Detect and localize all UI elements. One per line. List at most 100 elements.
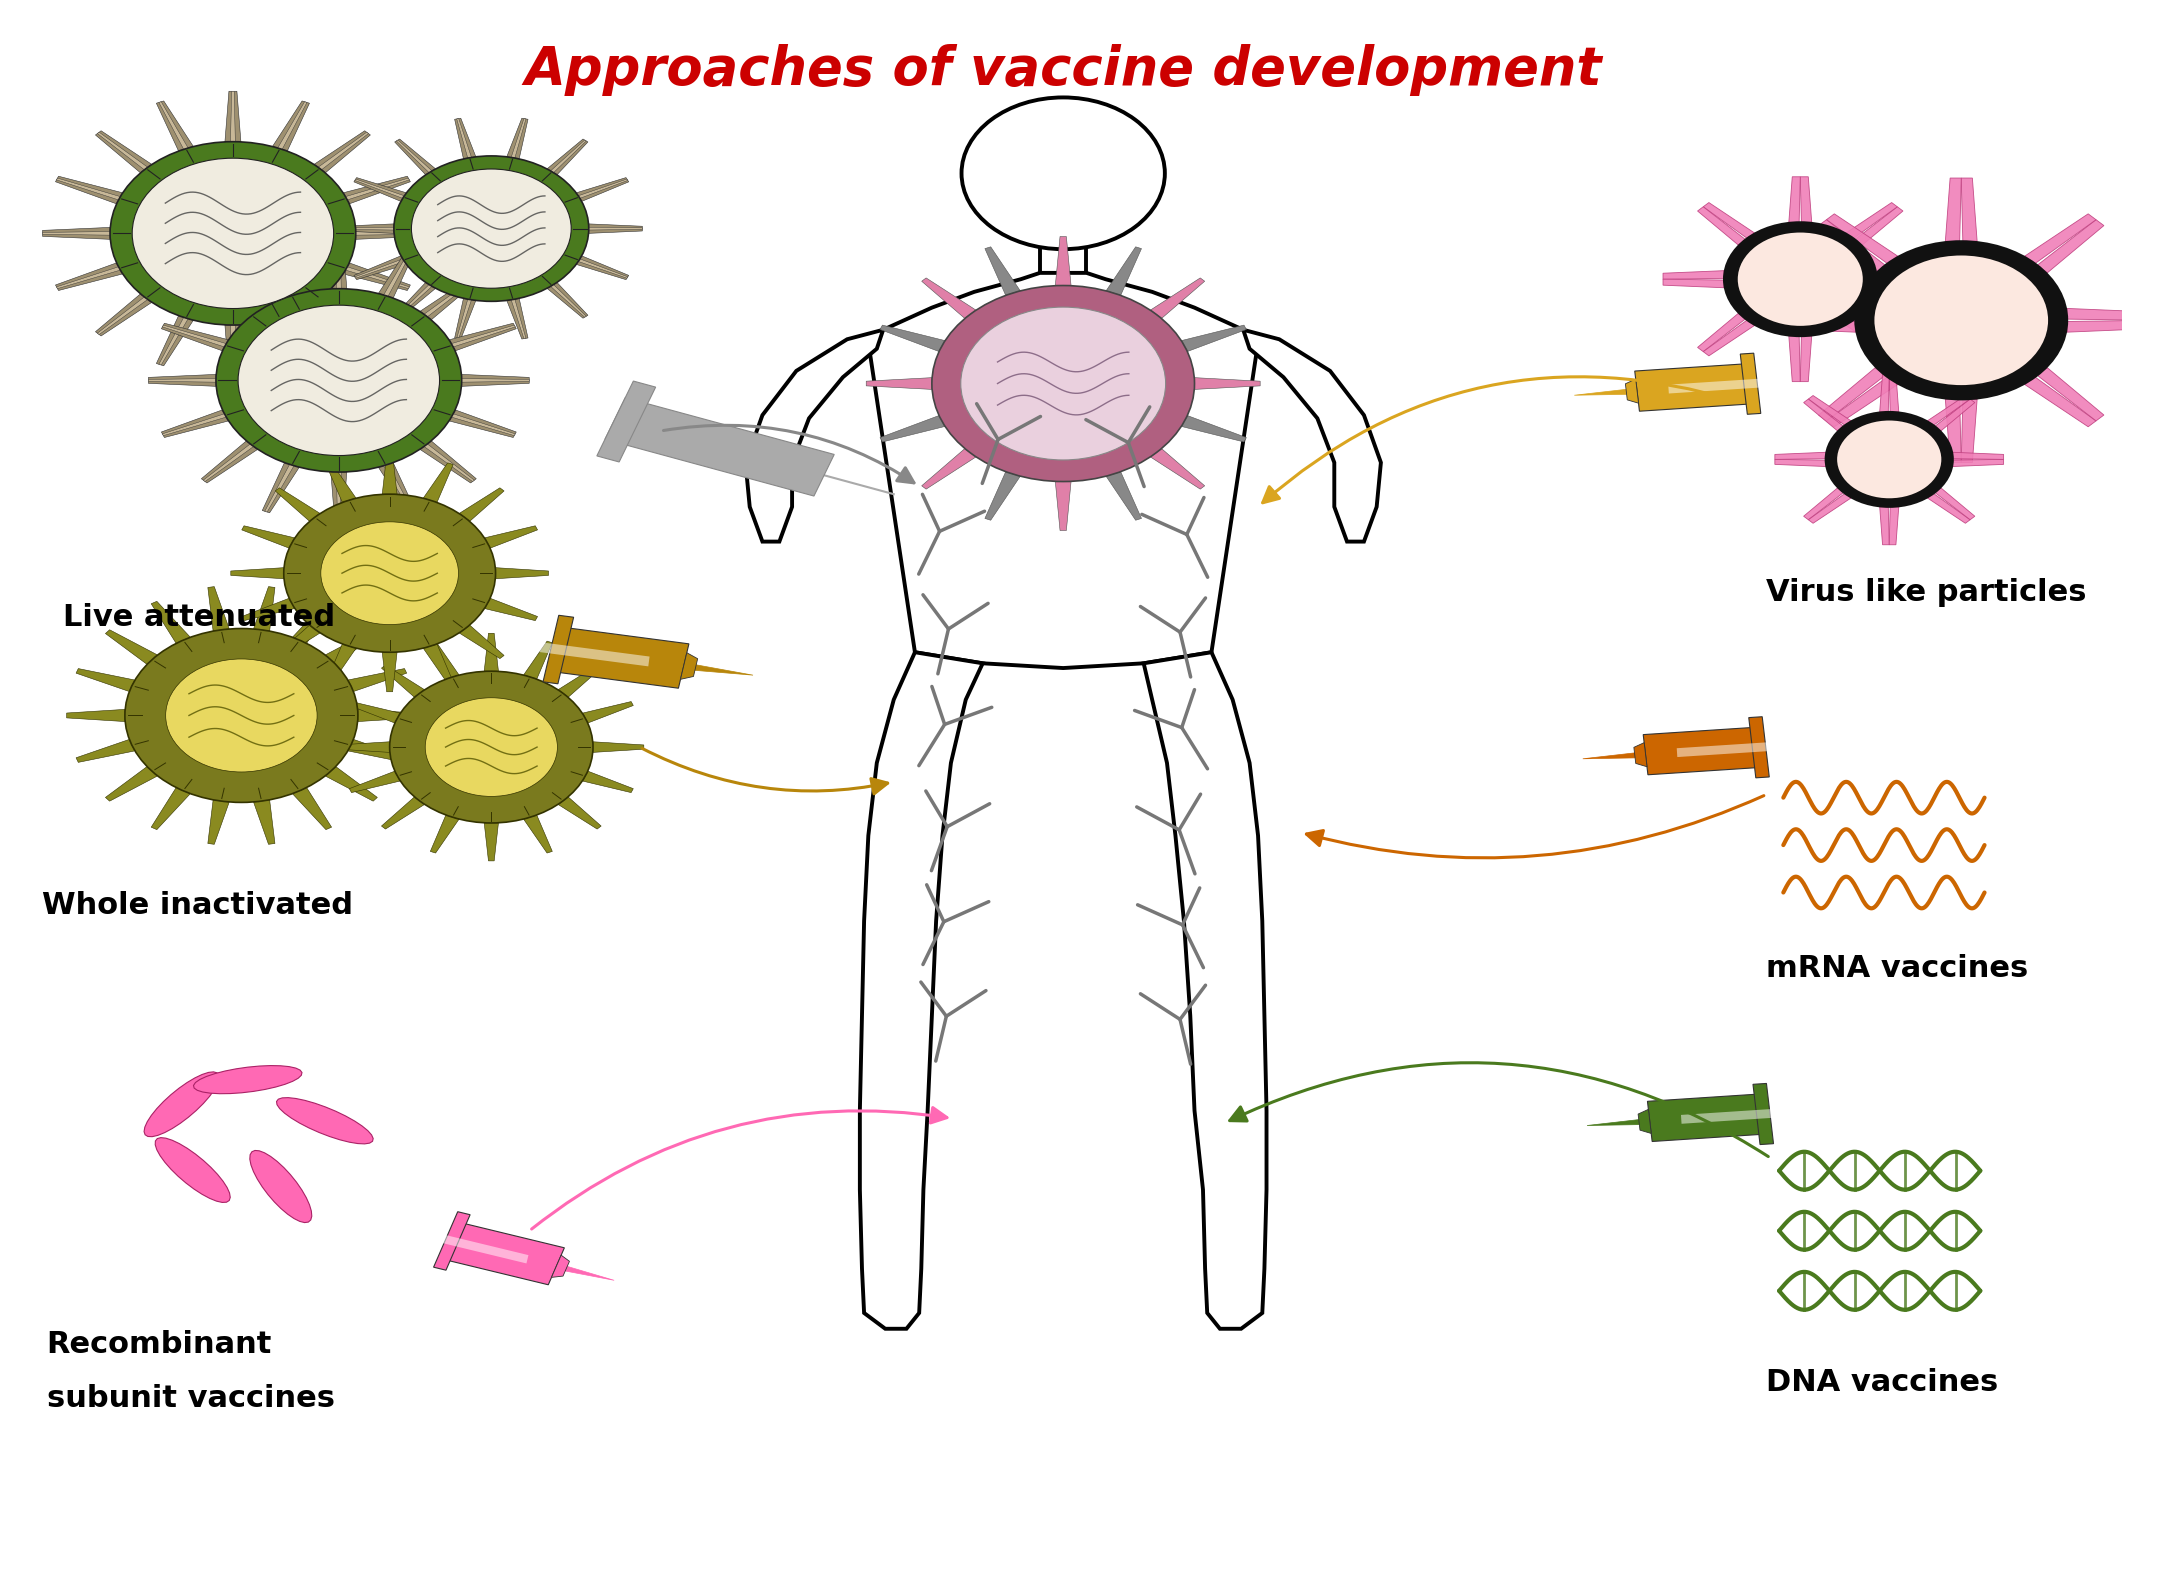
Polygon shape	[331, 238, 346, 289]
Polygon shape	[1150, 278, 1204, 318]
Polygon shape	[550, 140, 587, 173]
Polygon shape	[355, 259, 405, 278]
Polygon shape	[1890, 373, 1899, 412]
Polygon shape	[1749, 717, 1769, 779]
Polygon shape	[152, 788, 191, 829]
Polygon shape	[1648, 1093, 1769, 1141]
Polygon shape	[97, 132, 147, 170]
Polygon shape	[431, 815, 459, 853]
Polygon shape	[1827, 215, 1897, 264]
Polygon shape	[275, 624, 320, 658]
Polygon shape	[543, 615, 574, 683]
Polygon shape	[208, 799, 229, 844]
Polygon shape	[355, 227, 424, 240]
Polygon shape	[1946, 399, 1961, 462]
Polygon shape	[277, 102, 307, 149]
Polygon shape	[496, 567, 548, 578]
Polygon shape	[1819, 367, 1886, 421]
Polygon shape	[1819, 219, 1886, 273]
Polygon shape	[357, 709, 416, 721]
Polygon shape	[97, 297, 147, 335]
Polygon shape	[1054, 237, 1072, 286]
Polygon shape	[485, 599, 537, 621]
Polygon shape	[1961, 399, 1977, 462]
Polygon shape	[353, 178, 407, 202]
Polygon shape	[152, 601, 191, 644]
Polygon shape	[507, 118, 528, 159]
Polygon shape	[455, 299, 476, 338]
Polygon shape	[1635, 742, 1648, 767]
Polygon shape	[76, 669, 134, 691]
Polygon shape	[461, 375, 528, 386]
Polygon shape	[327, 644, 355, 683]
Polygon shape	[383, 249, 414, 297]
Polygon shape	[396, 140, 433, 173]
Polygon shape	[1855, 207, 1903, 245]
FancyArrowPatch shape	[1305, 796, 1764, 858]
Polygon shape	[379, 462, 416, 513]
Polygon shape	[253, 586, 275, 631]
Text: Live attenuated: Live attenuated	[63, 602, 336, 632]
Polygon shape	[1946, 178, 1961, 242]
Polygon shape	[349, 739, 407, 763]
Circle shape	[931, 286, 1195, 481]
Polygon shape	[67, 709, 126, 721]
Polygon shape	[327, 462, 355, 502]
Polygon shape	[193, 1066, 301, 1093]
Polygon shape	[548, 283, 589, 318]
Polygon shape	[1775, 459, 1825, 467]
Polygon shape	[225, 326, 240, 375]
Polygon shape	[262, 248, 299, 299]
Polygon shape	[866, 378, 931, 389]
Polygon shape	[338, 742, 390, 752]
Polygon shape	[1182, 326, 1247, 351]
Polygon shape	[1697, 313, 1745, 351]
Polygon shape	[745, 331, 883, 542]
Polygon shape	[162, 413, 225, 435]
Polygon shape	[156, 1138, 229, 1203]
Circle shape	[1738, 232, 1862, 326]
Polygon shape	[325, 766, 377, 801]
Polygon shape	[264, 249, 294, 297]
Text: subunit vaccines: subunit vaccines	[45, 1384, 336, 1413]
Polygon shape	[1936, 399, 1974, 431]
Polygon shape	[273, 102, 310, 151]
Polygon shape	[346, 267, 409, 289]
Polygon shape	[340, 224, 394, 234]
Polygon shape	[420, 442, 476, 483]
Polygon shape	[56, 178, 121, 200]
Polygon shape	[604, 397, 834, 496]
Polygon shape	[507, 299, 528, 338]
Circle shape	[126, 629, 357, 802]
Polygon shape	[420, 278, 476, 319]
Circle shape	[1838, 421, 1942, 499]
Text: DNA vaccines: DNA vaccines	[1767, 1368, 1998, 1397]
Polygon shape	[1775, 453, 1825, 459]
Polygon shape	[383, 651, 396, 691]
Polygon shape	[249, 1150, 312, 1222]
Polygon shape	[56, 262, 123, 291]
Polygon shape	[314, 294, 370, 335]
Polygon shape	[682, 663, 753, 675]
Polygon shape	[43, 232, 110, 235]
Polygon shape	[336, 238, 342, 289]
Polygon shape	[277, 318, 307, 365]
Polygon shape	[450, 323, 515, 351]
Polygon shape	[550, 628, 688, 688]
Polygon shape	[158, 102, 188, 149]
Polygon shape	[1754, 1084, 1773, 1144]
Polygon shape	[1953, 459, 2003, 467]
Polygon shape	[1704, 319, 1754, 356]
Polygon shape	[158, 318, 188, 365]
Text: Virus like particles: Virus like particles	[1767, 578, 2087, 607]
Polygon shape	[381, 666, 424, 698]
Polygon shape	[273, 316, 310, 365]
Circle shape	[110, 141, 355, 326]
Polygon shape	[95, 130, 152, 173]
Polygon shape	[1741, 353, 1760, 415]
Polygon shape	[1143, 651, 1267, 1328]
Polygon shape	[1663, 270, 1723, 280]
Polygon shape	[578, 259, 628, 278]
Polygon shape	[1927, 494, 1970, 523]
Polygon shape	[1827, 377, 1897, 427]
